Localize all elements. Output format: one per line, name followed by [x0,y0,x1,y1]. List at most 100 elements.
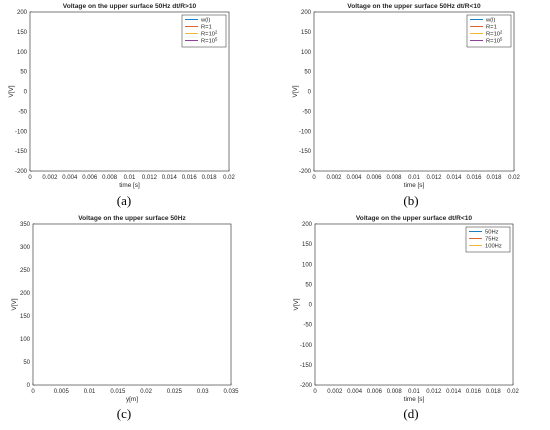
y-tick-label: 150 [302,242,313,248]
y-tick-label: -100 [15,129,28,135]
x-tick-label: 0.006 [366,175,382,181]
y-tick-label: 200 [302,222,313,228]
y-tick-label: -50 [303,323,312,329]
y-tick-label: -150 [15,149,28,155]
y-tick-label: -100 [299,129,312,135]
y-tick-label: 0 [24,90,28,96]
x-tick-label: 0 [313,389,317,395]
x-tick-label: 0 [312,175,316,181]
x-tick-label: 0.014 [162,175,178,181]
panel-d: 0 0.002 0.004 0.006 0.008 0.01 0.012 0.014 0.016… [293,215,519,403]
legend-entry: R=1 [486,25,497,31]
y-axis-label: V[V] [292,85,299,97]
x-axis-label: time [s] [404,182,425,189]
y-tick-label: -200 [300,383,313,389]
x-axis-label: time [s] [119,182,140,189]
x-tick-label: 0.01 [408,175,420,181]
y-tick-label: -50 [302,109,311,115]
x-tick-label: 0.01 [408,389,420,395]
x-tick-label: 0.01 [84,389,96,395]
x-tick-label: 0.02 [223,175,235,181]
x-tick-label: 0.02 [508,175,520,181]
x-tick-label: 0.035 [223,389,239,395]
y-tick-label: 250 [20,268,31,274]
x-tick-label: 0.004 [346,175,362,181]
y-tick-label: 0 [308,90,312,96]
y-tick-label: 50 [305,282,312,288]
x-tick-label: 0.016 [466,389,482,395]
x-tick-label: 0.004 [62,175,78,181]
x-tick-label: 0.002 [42,175,58,181]
y-tick-label: 0 [27,383,31,389]
x-tick-label: 0.012 [426,389,442,395]
legend-entry: R=1 [201,25,212,31]
x-tick-label: 0 [31,389,35,395]
y-tick-label: -200 [15,169,28,175]
y-tick-label: 100 [17,50,28,56]
y-tick-label: 150 [301,30,312,36]
x-tick-label: 0.008 [387,389,403,395]
y-tick-label: -150 [299,149,312,155]
y-tick-label: 50 [20,70,27,76]
axes-frame [32,223,232,386]
legend-entry: 100Hz [485,244,502,250]
x-tick-label: 0.002 [326,175,342,181]
x-tick-label: 0.02 [140,389,152,395]
legend-entry: R=102 [486,30,503,38]
x-tick-label: 0.018 [202,175,218,181]
y-axis-label: V[V] [11,298,18,310]
legend-entry-superscript: 5 [500,37,503,42]
chart-title: Voltage on the upper surface 50Hz [78,215,186,222]
y-tick-label: 200 [17,10,28,16]
legend [466,14,512,48]
legend-entry: w(l) [485,18,495,24]
caption-b: (b) [403,193,418,208]
legend-entry-superscript: 5 [215,37,218,42]
y-tick-label: 100 [302,262,313,268]
y-tick-label: 0 [309,303,313,309]
legend-entry-superscript: 2 [215,30,218,35]
x-tick-label: 0.008 [102,175,118,181]
chart-title: Voltage on the upper surface 50Hz dt/R>1… [63,3,197,10]
x-tick-label: 0.02 [507,389,519,395]
x-tick-label: 0.016 [182,175,198,181]
x-tick-label: 0.006 [367,389,383,395]
y-tick-label: 200 [301,10,312,16]
x-tick-label: 0.012 [142,175,158,181]
legend [181,14,227,48]
legend-entry: R=102 [201,30,218,38]
legend-entry: 75Hz [485,237,499,243]
x-tick-label: 0.012 [426,175,442,181]
panel-b: 0 0.002 0.004 0.006 0.008 0.01 0.012 0.014 0.016… [292,3,520,189]
x-tick-label: 0.03 [197,389,209,395]
y-tick-label: -150 [300,363,313,369]
legend-entry: 50Hz [485,230,499,236]
x-tick-label: 0.008 [386,175,402,181]
y-tick-label: -100 [300,343,313,349]
y-tick-label: 50 [304,70,311,76]
panel-c: 0 0.005 0.01 0.015 0.02 0.025 0.03 0.035 0 50 100 1… [11,215,239,403]
y-tick-label: 300 [20,245,31,251]
y-axis-label: V[V] [8,85,15,97]
y-tick-label: 150 [17,30,28,36]
x-tick-label: 0.014 [446,175,462,181]
legend-entry: R=105 [201,37,218,45]
x-tick-label: 0.01 [124,175,136,181]
x-tick-label: 0.015 [110,389,126,395]
chart-title: Voltage on the upper surface dt/R<10 [356,215,473,222]
x-tick-label: 0.014 [446,389,462,395]
y-tick-label: 200 [20,291,31,297]
legend-entry: w(l) [200,18,210,24]
x-tick-label: 0.002 [327,389,343,395]
x-tick-label: 0.005 [54,389,70,395]
x-tick-label: 0.025 [167,389,183,395]
y-tick-label: 100 [301,50,312,56]
y-tick-label: 150 [20,314,31,320]
y-tick-label: 50 [23,360,30,366]
y-axis-label: V[V] [293,298,300,310]
x-tick-label: 0.018 [486,389,502,395]
x-tick-label: 0.016 [466,175,482,181]
caption-a: (a) [117,193,131,208]
legend-entry-superscript: 2 [500,30,503,35]
